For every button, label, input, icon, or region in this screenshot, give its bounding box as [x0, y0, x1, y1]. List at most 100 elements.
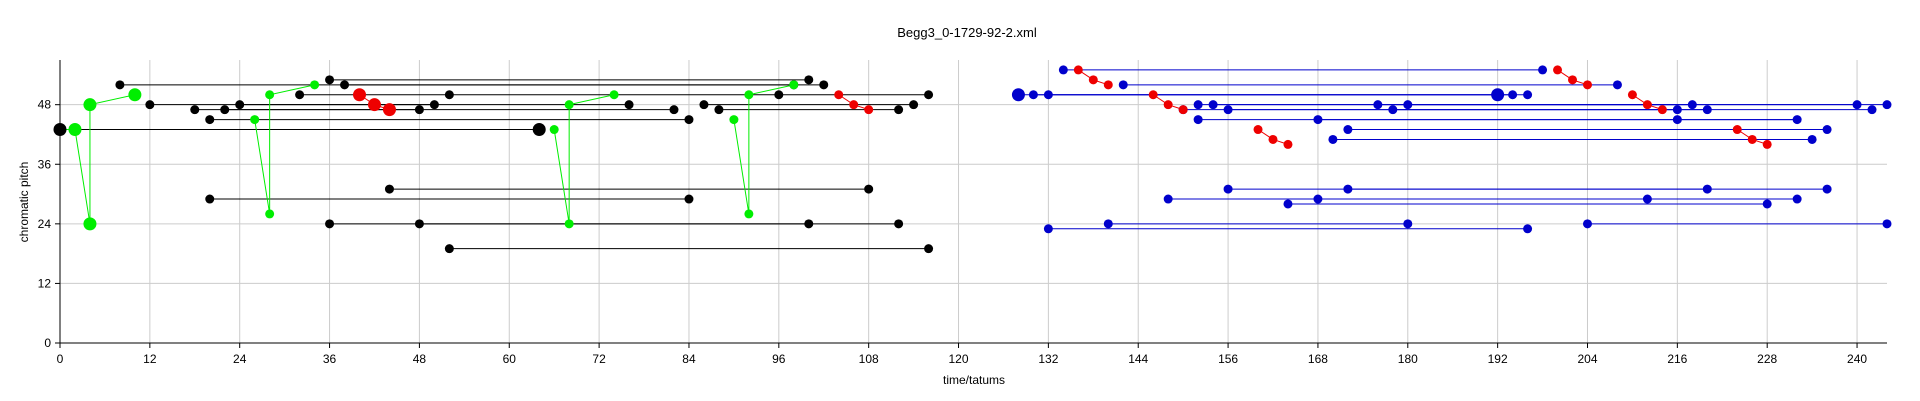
black-point — [669, 105, 679, 115]
black-point — [220, 105, 230, 115]
black-point — [624, 100, 634, 110]
green-point — [789, 80, 799, 90]
red-point — [1568, 75, 1578, 85]
x-tick-label: 216 — [1667, 352, 1687, 366]
y-tick-label: 24 — [38, 217, 52, 231]
red-point — [1747, 134, 1757, 144]
blue-point — [1672, 115, 1682, 125]
y-tick-label: 0 — [44, 336, 51, 350]
black-point — [115, 80, 125, 90]
black-point — [205, 194, 215, 204]
green-point — [549, 125, 559, 135]
x-tick-label: 180 — [1398, 352, 1418, 366]
axes — [59, 60, 1887, 344]
blue-point — [1702, 184, 1712, 194]
black-point — [699, 100, 709, 110]
y-tick-label: 36 — [38, 157, 52, 171]
red-point — [1553, 65, 1563, 75]
green-large-point — [68, 123, 82, 137]
y-tick-label: 48 — [38, 98, 52, 112]
red-large-point — [382, 103, 396, 117]
blue-point — [1343, 125, 1353, 135]
blue-point — [1403, 100, 1413, 110]
blue-point — [1313, 194, 1323, 204]
red-point — [1103, 80, 1113, 90]
x-tick-label: 204 — [1577, 352, 1597, 366]
x-tick-label: 0 — [57, 352, 64, 366]
x-tick-label: 132 — [1038, 352, 1058, 366]
x-axis-label: time/tatums — [943, 373, 1005, 387]
blue-point — [1523, 224, 1533, 234]
green-point — [250, 115, 260, 125]
black-point — [444, 244, 454, 254]
red-point — [864, 105, 874, 115]
black-point — [444, 90, 454, 100]
green-note-line — [733, 84, 794, 214]
red-point — [1268, 134, 1278, 144]
red-large-point — [353, 88, 367, 102]
red-large-point — [367, 98, 381, 112]
red-point — [1732, 125, 1742, 135]
black-point — [384, 184, 394, 194]
green-point — [564, 219, 574, 229]
black-point — [325, 219, 335, 229]
black-point — [414, 219, 424, 229]
blue-point — [1343, 184, 1353, 194]
blue-point — [1403, 219, 1413, 229]
black-point — [295, 90, 305, 100]
black-point — [684, 115, 694, 125]
blue-point — [1582, 219, 1592, 229]
red-point — [1073, 65, 1083, 75]
green-point — [564, 100, 574, 110]
blue-point — [1058, 65, 1068, 75]
blue-point — [1807, 134, 1817, 144]
black-point — [804, 219, 814, 229]
blue-point — [1508, 90, 1518, 100]
blue-point — [1822, 184, 1832, 194]
x-tick-label: 72 — [592, 352, 606, 366]
green-note-line — [553, 94, 615, 224]
green-point — [310, 80, 320, 90]
blue-point — [1882, 100, 1892, 110]
blue-point — [1028, 90, 1038, 100]
green-large-point — [83, 217, 97, 231]
x-tick-label: 168 — [1308, 352, 1328, 366]
blue-point — [1672, 105, 1682, 115]
x-tick-label: 144 — [1128, 352, 1148, 366]
x-tick-label: 48 — [413, 352, 427, 366]
red-point — [1178, 105, 1188, 115]
blue-point — [1163, 194, 1173, 204]
blue-large-point — [1491, 88, 1505, 102]
black-point — [429, 100, 439, 110]
blue-point — [1223, 184, 1233, 194]
blue-point — [1822, 125, 1832, 135]
black-point — [145, 100, 155, 110]
red-point — [1582, 80, 1592, 90]
red-point — [1148, 90, 1158, 100]
black-point — [924, 90, 934, 100]
red-point — [1163, 100, 1173, 110]
green-large-point — [83, 98, 97, 112]
x-tick-label: 120 — [949, 352, 969, 366]
blue-point — [1283, 199, 1293, 209]
x-tick-label: 96 — [772, 352, 786, 366]
blue-point — [1328, 134, 1338, 144]
red-point — [1762, 139, 1772, 149]
black-point — [774, 90, 784, 100]
x-tick-label: 36 — [323, 352, 337, 366]
x-tick-label: 156 — [1218, 352, 1238, 366]
black-point — [414, 105, 424, 115]
blue-point — [1867, 105, 1877, 115]
green-large-point — [128, 88, 142, 102]
blue-point — [1193, 100, 1203, 110]
black-point — [864, 184, 874, 194]
red-point — [1253, 125, 1263, 135]
blue-point — [1792, 194, 1802, 204]
black-point — [909, 100, 919, 110]
data-series — [53, 65, 1892, 254]
green-point — [265, 209, 275, 219]
y-tick-label: 12 — [38, 276, 52, 290]
blue-large-point — [1011, 88, 1025, 102]
red-point — [1627, 90, 1637, 100]
